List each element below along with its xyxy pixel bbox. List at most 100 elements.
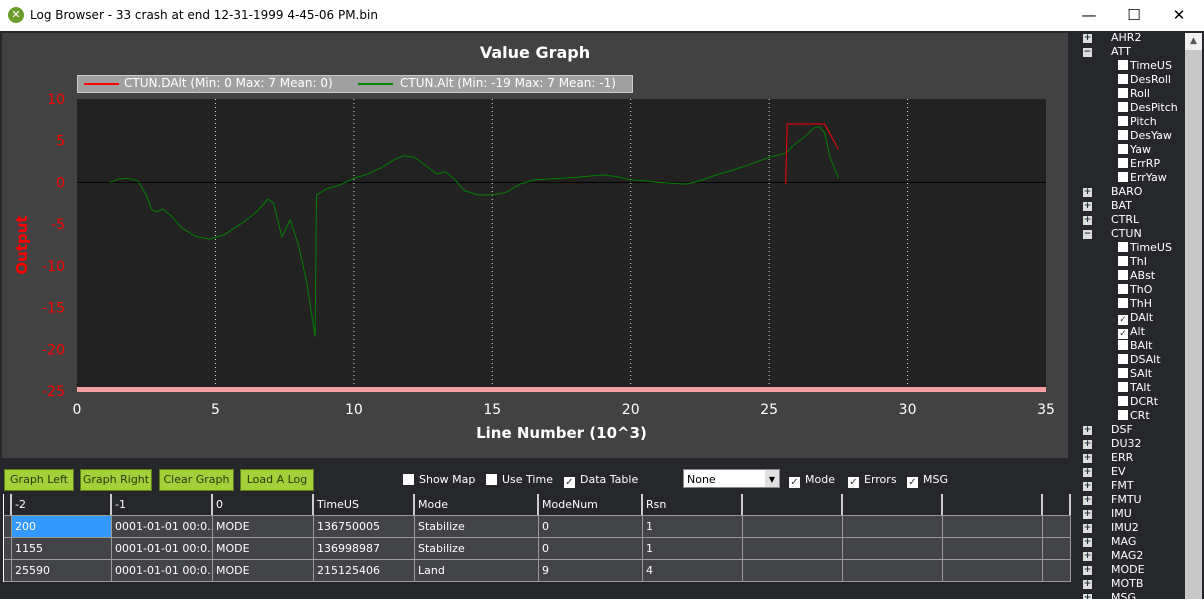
table-cell[interactable] — [743, 538, 843, 559]
msg-checkbox[interactable]: ✓ MSG — [907, 473, 948, 488]
close-button[interactable]: ✕ — [1172, 6, 1186, 24]
tree-field[interactable]: SAlt — [1118, 367, 1152, 381]
table-cell[interactable]: Land — [415, 560, 539, 581]
table-cell[interactable]: Stabilize — [415, 516, 539, 537]
expand-icon[interactable]: + — [1083, 187, 1092, 197]
table-cell[interactable]: MODE — [213, 560, 314, 581]
tree-group[interactable]: + MOTB — [1083, 577, 1143, 591]
tree-group[interactable]: + DSF — [1083, 423, 1133, 437]
field-checkbox[interactable] — [1118, 172, 1128, 182]
expand-icon[interactable]: + — [1083, 579, 1092, 589]
field-checkbox[interactable] — [1118, 256, 1128, 266]
tree-field[interactable]: TimeUS — [1118, 59, 1172, 73]
tree-field[interactable]: ThI — [1118, 255, 1147, 269]
minimize-button[interactable]: — — [1081, 6, 1097, 24]
table-cell[interactable] — [943, 560, 1043, 581]
column-header[interactable]: 0 — [213, 494, 314, 515]
table-cell[interactable]: 9 — [539, 560, 643, 581]
tree-group[interactable]: + MODE — [1083, 563, 1145, 577]
table-row[interactable]: 1155 0001-01-01 00:0... MODE 136998987 Stabi… — [4, 538, 1071, 560]
tree-scrollbar[interactable]: ▲ — [1185, 33, 1202, 599]
field-checkbox[interactable] — [1118, 298, 1128, 308]
expand-icon[interactable]: + — [1083, 201, 1092, 211]
tree-field[interactable]: DesRoll — [1118, 73, 1171, 87]
collapse-icon[interactable]: − — [1083, 47, 1092, 57]
column-header[interactable] — [1043, 494, 1071, 515]
expand-icon[interactable]: + — [1083, 439, 1092, 449]
column-header[interactable]: ModeNum — [539, 494, 643, 515]
tree-group[interactable]: + BAT — [1083, 199, 1132, 213]
tree-field[interactable]: ✓ DAlt — [1118, 311, 1153, 325]
expand-icon[interactable]: + — [1083, 33, 1092, 43]
row-header[interactable] — [4, 560, 12, 581]
field-checkbox[interactable] — [1118, 242, 1128, 252]
tree-field[interactable]: DesPitch — [1118, 101, 1178, 115]
table-cell[interactable]: MODE — [213, 538, 314, 559]
column-header[interactable]: Mode — [415, 494, 539, 515]
tree-group[interactable]: + IMU — [1083, 507, 1132, 521]
field-checkbox[interactable]: ✓ — [1118, 329, 1128, 339]
graph-left-button[interactable]: Graph Left — [4, 469, 74, 491]
field-checkbox[interactable]: ✓ — [1118, 315, 1128, 325]
tree-field[interactable]: TAlt — [1118, 381, 1151, 395]
table-cell[interactable] — [1043, 516, 1071, 537]
table-row[interactable]: 200 0001-01-01 00:0... MODE 136750005 Stabil… — [4, 516, 1071, 538]
tree-group[interactable]: + MAG — [1083, 535, 1136, 549]
table-cell[interactable]: 4 — [643, 560, 743, 581]
use-time-checkbox[interactable]: Use Time — [486, 473, 553, 486]
tree-field[interactable]: CRt — [1118, 409, 1150, 423]
field-checkbox[interactable] — [1118, 158, 1128, 168]
tree-group[interactable]: + MSG — [1083, 591, 1136, 599]
tree-field[interactable]: DesYaw — [1118, 129, 1172, 143]
field-checkbox[interactable] — [1118, 130, 1128, 140]
field-tree[interactable]: + AHR2− ATT TimeUS DesRoll Roll DesPitch Pitch D… — [1075, 31, 1184, 599]
field-checkbox[interactable] — [1118, 74, 1128, 84]
table-cell[interactable]: 25590 — [12, 560, 112, 581]
row-header[interactable] — [4, 516, 12, 537]
table-cell[interactable]: 1 — [643, 516, 743, 537]
tree-group[interactable]: + IMU2 — [1083, 521, 1139, 535]
data-table[interactable]: -2 -1 0 TimeUS Mode ModeNum Rsn 200 0001-01-01 0… — [3, 494, 1071, 582]
show-map-checkbox[interactable]: Show Map — [403, 473, 475, 486]
expand-icon[interactable]: + — [1083, 551, 1092, 561]
field-checkbox[interactable] — [1118, 102, 1128, 112]
scroll-up-icon[interactable]: ▲ — [1185, 33, 1202, 50]
field-checkbox[interactable] — [1118, 354, 1128, 364]
expand-icon[interactable]: + — [1083, 481, 1092, 491]
tree-field[interactable]: Roll — [1118, 87, 1150, 101]
table-cell[interactable]: 0001-01-01 00:0... — [112, 560, 213, 581]
row-header[interactable] — [4, 494, 12, 515]
tree-field[interactable]: ThH — [1118, 297, 1152, 311]
table-cell[interactable]: 1 — [643, 538, 743, 559]
expand-icon[interactable]: + — [1083, 495, 1092, 505]
table-cell[interactable] — [943, 538, 1043, 559]
tree-group[interactable]: + FMTU — [1083, 493, 1142, 507]
maximize-button[interactable]: ☐ — [1127, 6, 1141, 24]
tree-field[interactable]: DCRt — [1118, 395, 1158, 409]
table-cell[interactable]: 1155 — [12, 538, 112, 559]
table-cell[interactable] — [943, 516, 1043, 537]
expand-icon[interactable]: + — [1083, 425, 1092, 435]
table-cell[interactable]: 136998987 — [314, 538, 415, 559]
tree-group[interactable]: + MAG2 — [1083, 549, 1143, 563]
column-header[interactable]: -1 — [112, 494, 213, 515]
field-checkbox[interactable] — [1118, 368, 1128, 378]
field-checkbox[interactable] — [1118, 88, 1128, 98]
table-cell[interactable] — [843, 538, 943, 559]
tree-group[interactable]: + ERR — [1083, 451, 1133, 465]
table-cell[interactable] — [1043, 538, 1071, 559]
column-header[interactable] — [843, 494, 943, 515]
table-cell[interactable]: 0 — [539, 538, 643, 559]
expand-icon[interactable]: + — [1083, 565, 1092, 575]
graph-right-button[interactable]: Graph Right — [80, 469, 152, 491]
tree-field[interactable]: ErrYaw — [1118, 171, 1167, 185]
column-header[interactable] — [943, 494, 1043, 515]
expand-icon[interactable]: + — [1083, 467, 1092, 477]
collapse-icon[interactable]: − — [1083, 229, 1092, 239]
tree-group[interactable]: − CTUN — [1083, 227, 1142, 241]
table-row[interactable]: 25590 0001-01-01 00:0... MODE 215125406 Land… — [4, 560, 1071, 582]
tree-group[interactable]: + DU32 — [1083, 437, 1142, 451]
table-cell[interactable]: 200 — [12, 516, 112, 537]
field-checkbox[interactable] — [1118, 144, 1128, 154]
tree-field[interactable]: ErrRP — [1118, 157, 1160, 171]
